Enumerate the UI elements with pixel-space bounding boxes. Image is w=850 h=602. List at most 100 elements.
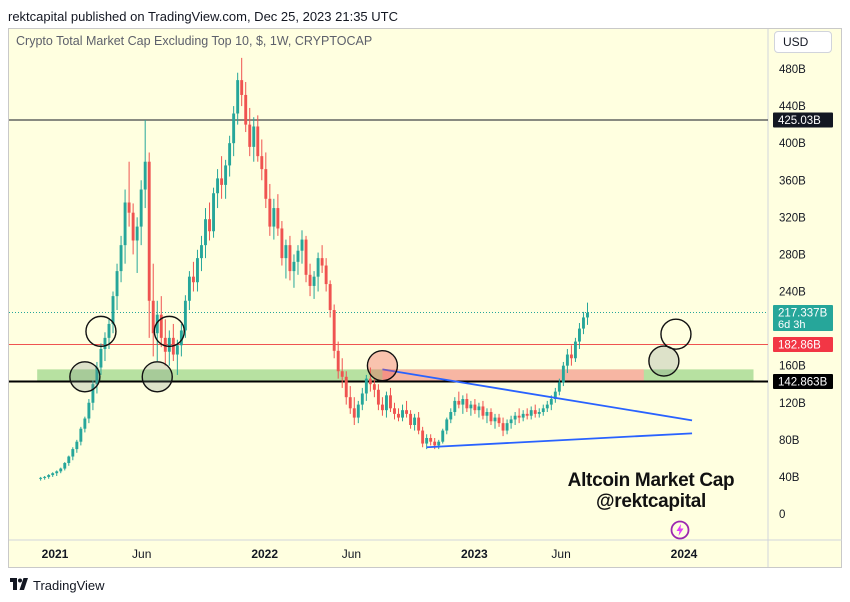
candle-body bbox=[517, 415, 521, 418]
candle-body bbox=[167, 337, 171, 352]
candle-body bbox=[521, 413, 525, 418]
candle-body bbox=[360, 393, 364, 405]
candle-body bbox=[284, 245, 288, 259]
candle-body bbox=[389, 395, 392, 409]
candle-body bbox=[429, 437, 433, 442]
footer: TradingView bbox=[10, 578, 105, 593]
y-tick-label: 440B bbox=[779, 101, 806, 113]
candle-body bbox=[421, 430, 425, 444]
candle-body bbox=[376, 389, 380, 405]
candle-body bbox=[264, 169, 268, 199]
candle-body bbox=[545, 404, 549, 409]
currency-button[interactable]: USD bbox=[774, 31, 832, 53]
candle-body bbox=[119, 245, 123, 272]
candle-body bbox=[179, 330, 183, 346]
x-tick-label: Jun bbox=[551, 547, 570, 561]
candle-body bbox=[131, 212, 135, 241]
candle-body bbox=[135, 226, 139, 241]
candle-body bbox=[586, 312, 589, 318]
candle-body bbox=[529, 410, 533, 416]
resistance-zone bbox=[382, 369, 644, 382]
candle-body bbox=[79, 428, 83, 442]
candle-body bbox=[469, 404, 473, 409]
candle-body bbox=[67, 456, 71, 464]
candle-body bbox=[187, 276, 191, 301]
candle-body bbox=[212, 193, 215, 232]
y-tick-label: 120B bbox=[779, 398, 806, 410]
candle-body bbox=[99, 348, 103, 368]
level-label-142: 142.863B bbox=[778, 377, 828, 389]
candle-body bbox=[505, 423, 509, 431]
candle-body bbox=[55, 471, 59, 474]
marker-circle-3 bbox=[153, 315, 186, 348]
candle-body bbox=[208, 219, 211, 232]
candle-body bbox=[453, 400, 457, 413]
candle-body bbox=[75, 441, 79, 450]
candle-body bbox=[336, 350, 340, 372]
candle-body bbox=[220, 178, 224, 185]
candle-body bbox=[71, 449, 75, 457]
candle-body bbox=[87, 402, 91, 419]
candle-body bbox=[417, 417, 421, 431]
y-tick-label: 480B bbox=[779, 64, 806, 76]
last-price-label: 217.337B bbox=[778, 308, 828, 320]
candle-body bbox=[364, 378, 368, 394]
candle-body bbox=[276, 208, 280, 229]
candle-body bbox=[352, 408, 356, 418]
candle-body bbox=[248, 124, 252, 147]
y-tick-label: 400B bbox=[779, 138, 806, 150]
candle-body bbox=[320, 258, 324, 266]
level-label-142-bg bbox=[773, 374, 833, 390]
candle-body bbox=[268, 198, 272, 227]
lightning-badge-icon bbox=[670, 520, 690, 540]
candle-body bbox=[561, 365, 565, 383]
annotation-title: Altcoin Market Cap bbox=[567, 470, 735, 491]
marker-circle-5 bbox=[648, 345, 680, 377]
candle-body bbox=[356, 404, 360, 418]
candle-body bbox=[525, 413, 529, 416]
y-tick-label: 160B bbox=[779, 361, 806, 373]
annotation-handle: @rektcapital bbox=[596, 491, 706, 512]
level-label-182-bg bbox=[773, 336, 833, 352]
y-tick-label: 320B bbox=[779, 212, 806, 224]
candle-body bbox=[47, 475, 51, 477]
candle-body bbox=[316, 258, 320, 277]
candle-body bbox=[143, 161, 147, 190]
y-tick-label: 360B bbox=[779, 175, 806, 187]
candle-body bbox=[541, 408, 545, 413]
candle-body bbox=[372, 384, 376, 390]
candle-body bbox=[288, 245, 292, 272]
x-tick-label: 2023 bbox=[461, 547, 488, 561]
candle-body bbox=[127, 202, 131, 213]
candle-body bbox=[95, 367, 99, 385]
candle-body bbox=[533, 410, 537, 414]
candle-body bbox=[224, 165, 228, 185]
y-tick-label: 0 bbox=[779, 509, 785, 521]
published-line: rektcapital published on TradingView.com… bbox=[8, 9, 398, 24]
level-label-425-bg bbox=[773, 112, 833, 128]
candle-body bbox=[445, 419, 449, 431]
candle-body bbox=[39, 477, 43, 479]
candle-body bbox=[461, 399, 465, 405]
candle-body bbox=[328, 284, 332, 311]
chart-area[interactable] bbox=[8, 28, 842, 568]
candle-body bbox=[183, 300, 187, 331]
candle-body bbox=[280, 228, 284, 259]
candle-body bbox=[252, 126, 256, 147]
candle-body bbox=[63, 463, 67, 469]
candle-body bbox=[163, 337, 167, 352]
marker-circle-2 bbox=[141, 361, 173, 393]
candle-body bbox=[501, 423, 505, 431]
candle-body bbox=[196, 258, 199, 283]
candle-body bbox=[433, 441, 437, 446]
candle-body bbox=[497, 417, 501, 424]
x-tick-label: Jun bbox=[132, 547, 151, 561]
candle-body bbox=[232, 113, 236, 144]
candle-body bbox=[573, 341, 577, 359]
candle-body bbox=[236, 80, 240, 114]
candle-body bbox=[457, 400, 461, 405]
candle-body bbox=[204, 219, 207, 246]
candle-body bbox=[578, 328, 581, 342]
candle-body bbox=[413, 417, 417, 425]
